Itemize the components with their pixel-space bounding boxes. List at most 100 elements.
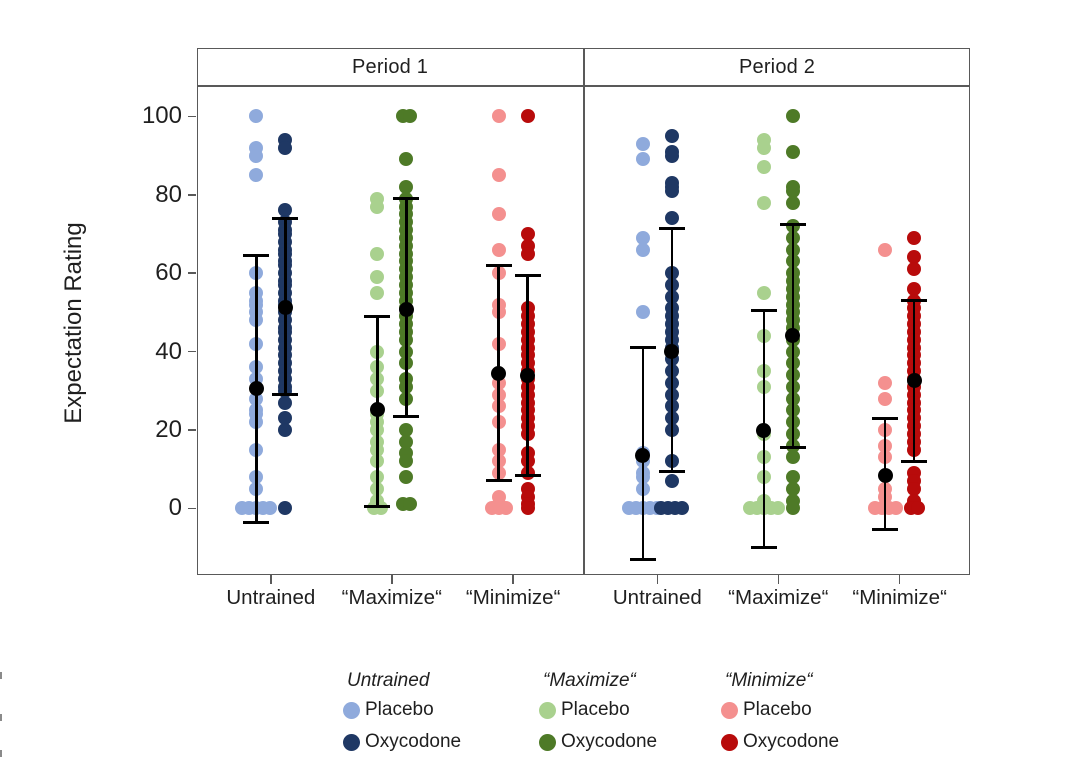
data-point [520,246,535,261]
data-point [785,481,800,496]
cropped-text-artifact [0,750,2,757]
data-point [278,411,293,426]
legend-item: Placebo [343,694,523,726]
data-point [756,160,771,175]
error-bar-cap [272,216,299,220]
y-tick [188,350,196,353]
data-point [664,211,679,226]
mean-marker [664,344,680,360]
mean-marker [785,328,801,344]
error-bar-cap [872,416,899,420]
legend-item: Oxycodone [343,726,523,758]
error-bar-cap [658,469,685,473]
data-point [399,454,414,469]
y-tick-label: 80 [155,180,182,208]
data-point [491,242,506,257]
data-point [785,195,800,210]
mean-marker [635,447,651,463]
legend-item: Placebo [721,694,901,726]
x-tick [512,575,514,584]
data-point [278,501,293,516]
data-point [675,501,690,516]
x-axis-label: “Minimize“ [465,586,561,609]
data-point [907,262,922,277]
error-bar-cap [872,528,899,532]
data-point [370,285,385,300]
error-bar-cap [629,346,656,350]
data-point [491,109,506,124]
mean-marker [398,301,414,317]
data-point [370,199,385,214]
data-point [249,168,264,183]
data-point [278,422,293,437]
data-point [278,203,293,218]
error-bar-cap [779,222,806,226]
data-point [770,501,785,516]
x-tick [391,575,393,584]
data-point [785,183,800,198]
mean-marker [756,423,772,439]
data-point [635,136,650,151]
legend-label: Placebo [743,699,812,720]
x-axis-label: Untrained [226,586,316,609]
error-bar-cap [364,314,391,318]
error-bar-cap [514,273,541,277]
data-point [635,242,650,257]
error-bar-cap [901,299,928,303]
data-point [664,148,679,163]
y-tick [188,194,196,196]
legend-item: Placebo [539,694,719,726]
x-axis-label: “Maximize“ [728,586,829,609]
x-tick [777,575,780,584]
error-bar-cap [779,446,806,450]
mean-marker [277,299,293,315]
error-bar-cap [243,254,270,258]
x-tick [656,575,659,584]
legend-column-maximize: “Maximize“ Placebo Oxycodone [539,670,719,758]
legend-label: Placebo [365,699,434,720]
error-bar-cap [658,226,685,230]
data-point [785,501,800,516]
panel-divider [583,48,585,575]
legend-column-minimize: “Minimize“ Placebo Oxycodone [721,670,901,758]
data-point [635,230,650,245]
error-bar-cap [272,393,299,397]
mean-marker [248,381,264,397]
error-bar-cap [243,520,270,524]
x-axis-label: Untrained [612,586,702,609]
data-point [491,168,506,183]
data-point [785,470,800,484]
data-point [756,195,771,210]
data-point [278,140,293,155]
legend-column-untrained: Untrained Placebo Oxycodone [343,670,523,758]
data-point [263,501,278,516]
error-bar-cap [364,504,391,508]
error-bar-cap [901,459,928,463]
data-point [635,152,650,167]
data-point [785,450,800,465]
y-tick [188,272,196,274]
y-tick-label: 40 [155,337,182,365]
x-axis-label: “Maximize“ [341,586,442,609]
data-point [399,422,414,437]
data-point [498,501,513,516]
data-point [520,226,535,241]
legend-item: Oxycodone [721,726,901,758]
y-tick-label: 20 [155,415,182,443]
data-point [878,242,893,257]
data-point [402,109,417,124]
error-bar-cap [393,197,420,201]
error-bar-cap [485,479,512,483]
data-point [888,501,903,516]
data-point [907,230,922,245]
legend-header: “Maximize“ [543,670,636,691]
y-tick [188,507,196,510]
data-point [402,497,417,512]
data-point [907,250,922,265]
data-point [278,395,293,410]
data-point [785,109,800,124]
panel-2-header: Period 2 [738,56,816,78]
mean-marker [491,366,507,381]
error-bar-cap [393,414,420,418]
